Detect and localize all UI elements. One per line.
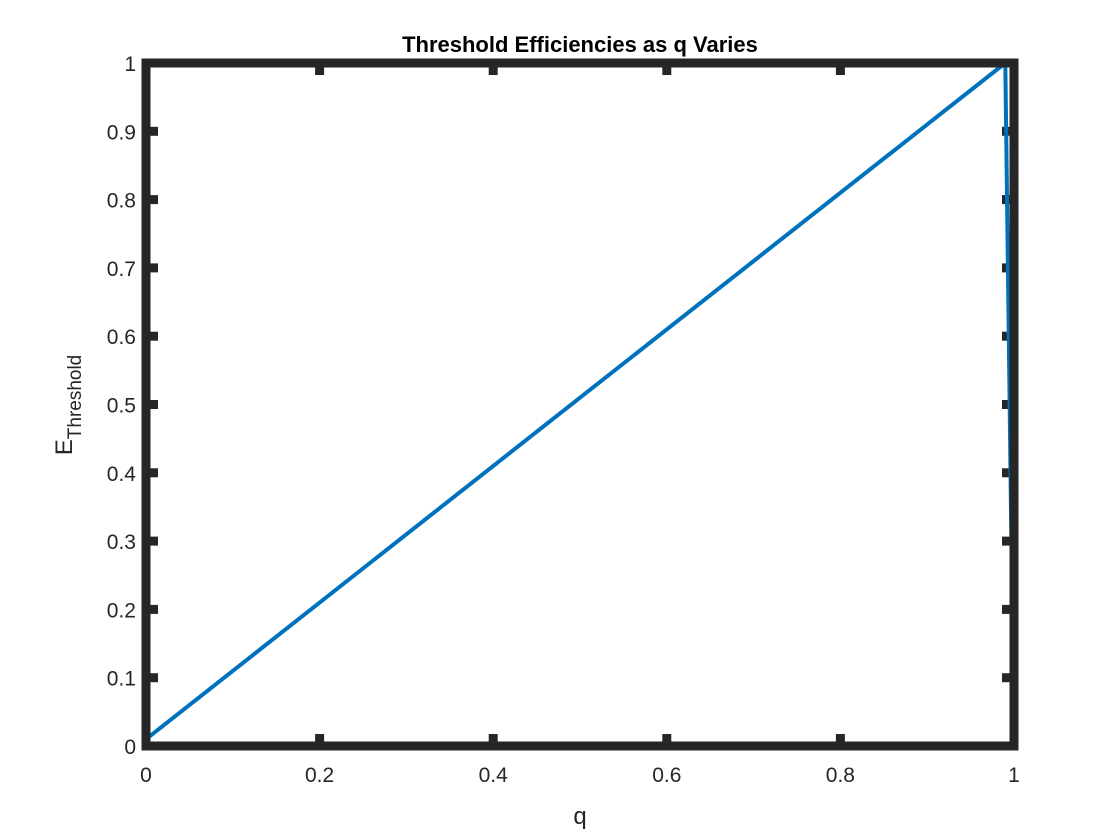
y-tick-labels: 0 0.1 0.2 0.3 0.4 0.5 0.6 0.7 0.8 0.9 1: [107, 53, 137, 759]
y-tick-label: 0.8: [107, 190, 136, 213]
x-tick-label: 0: [140, 764, 152, 787]
plot-area: [146, 63, 1014, 746]
x-tick-label: 0.4: [479, 764, 509, 787]
y-tick-label: 1: [124, 53, 136, 76]
x-tick-label: 0.2: [305, 764, 334, 787]
y-axis-label: EThreshold: [51, 355, 86, 456]
x-tick-label: 1: [1008, 764, 1020, 787]
y-tick-label: 0.2: [107, 599, 136, 622]
y-axis-label-subscript: Threshold: [65, 355, 86, 440]
x-tick-label: 0.8: [826, 764, 855, 787]
y-axis-label-base: E: [51, 439, 78, 455]
y-tick-label: 0.1: [107, 668, 136, 691]
x-tick-labels: 0 0.2 0.4 0.6 0.8 1: [140, 764, 1020, 787]
chart-title: Threshold Efficiencies as q Varies: [402, 32, 758, 57]
y-tick-label: 0: [124, 736, 136, 759]
y-tick-label: 0.7: [107, 258, 136, 281]
x-tick-label: 0.6: [652, 764, 681, 787]
y-tick-label: 0.6: [107, 326, 136, 349]
y-tick-label: 0.3: [107, 531, 136, 554]
y-tick-label: 0.4: [107, 463, 137, 486]
y-tick-label: 0.5: [107, 395, 136, 418]
axes-box: [141, 58, 1019, 751]
x-axis-label: q: [573, 803, 586, 830]
y-tick-label: 0.9: [107, 121, 136, 144]
